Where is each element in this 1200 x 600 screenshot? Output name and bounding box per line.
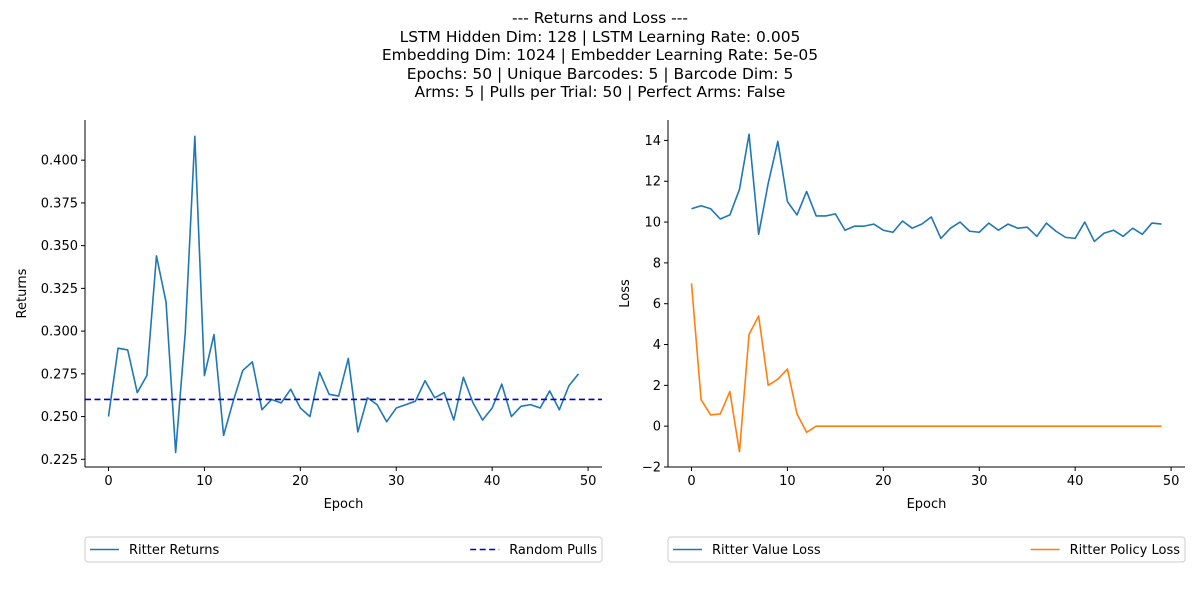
x-tick-label: 0 bbox=[104, 474, 112, 489]
y-tick-label: 0.375 bbox=[41, 196, 78, 211]
y-tick-label: 10 bbox=[644, 216, 661, 231]
figure-title-line: Epochs: 50 | Unique Barcodes: 5 | Barcod… bbox=[406, 64, 794, 83]
figure-title: --- Returns and Loss --- LSTM Hidden Dim… bbox=[0, 9, 1200, 102]
x-axis-label: Epoch bbox=[324, 497, 364, 512]
y-tick-label: 0 bbox=[653, 420, 661, 435]
y-tick-label: 0.250 bbox=[41, 410, 78, 425]
x-tick-label: 40 bbox=[484, 474, 501, 489]
legend-label: Random Pulls bbox=[509, 543, 597, 558]
y-axis-label: Loss bbox=[618, 279, 633, 308]
chart-panel-loss: 0 10 20 30 40 50 −2 0 2 4 6 8 10 12 14 Epoch Loss Ritter … bbox=[618, 120, 1186, 563]
legend: Ritter Returns Random Pulls bbox=[84, 536, 603, 563]
x-tick-label: 40 bbox=[1067, 474, 1084, 489]
legend-label: Ritter Policy Loss bbox=[1070, 543, 1181, 558]
y-tick-label: 8 bbox=[653, 256, 661, 271]
y-tick-label: 0.300 bbox=[41, 325, 78, 340]
x-tick-label: 50 bbox=[1163, 474, 1180, 489]
y-tick-label: 0.275 bbox=[41, 367, 78, 382]
y-tick-label: 14 bbox=[644, 134, 661, 149]
x-tick-label: 0 bbox=[687, 474, 695, 489]
y-tick-label: −2 bbox=[642, 461, 661, 476]
x-tick-label: 50 bbox=[580, 474, 597, 489]
figure-title-line: Arms: 5 | Pulls per Trial: 50 | Perfect … bbox=[414, 83, 786, 101]
y-tick-label: 0.325 bbox=[41, 282, 78, 297]
y-tick-label: 12 bbox=[644, 175, 661, 190]
series-line bbox=[690, 283, 1162, 453]
series-line bbox=[107, 135, 580, 454]
figure-title-line: Embedding Dim: 1024 | Embedder Learning … bbox=[381, 46, 819, 64]
legend-frame bbox=[84, 536, 603, 563]
legend-label: Ritter Returns bbox=[129, 543, 219, 558]
series-line bbox=[691, 133, 1162, 243]
x-tick-label: 30 bbox=[971, 474, 988, 489]
y-tick-label: 0.350 bbox=[41, 239, 78, 254]
y-tick-label: 0.400 bbox=[41, 154, 78, 169]
x-axis-label: Epoch bbox=[907, 497, 947, 512]
figure-title-line: LSTM Hidden Dim: 128 | LSTM Learning Rat… bbox=[399, 27, 801, 46]
legend-label: Ritter Value Loss bbox=[712, 543, 821, 558]
y-tick-label: 0.225 bbox=[41, 453, 78, 468]
x-tick-label: 10 bbox=[779, 474, 796, 489]
y-tick-label: 6 bbox=[653, 297, 661, 312]
chart-panel-returns: 0 10 20 30 40 50 0.225 0.250 0.275 0.300 0.325 0.35… bbox=[15, 120, 603, 563]
legend-frame bbox=[667, 536, 1186, 563]
y-tick-label: 2 bbox=[653, 379, 661, 394]
x-tick-label: 10 bbox=[196, 474, 213, 489]
x-tick-label: 30 bbox=[388, 474, 405, 489]
x-tick-label: 20 bbox=[292, 474, 309, 489]
figure-title-line: --- Returns and Loss --- bbox=[512, 9, 688, 27]
y-tick-label: 4 bbox=[653, 338, 661, 353]
legend: Ritter Value Loss Ritter Policy Loss bbox=[667, 536, 1186, 563]
x-tick-label: 20 bbox=[875, 474, 892, 489]
y-axis-label: Returns bbox=[15, 268, 30, 318]
